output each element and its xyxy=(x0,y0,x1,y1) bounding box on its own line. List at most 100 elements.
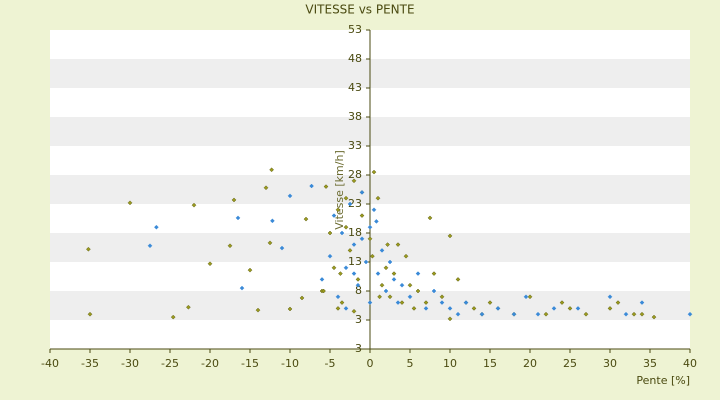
x-tick-label: 10 xyxy=(443,357,457,370)
y-tick-label: 28 xyxy=(348,168,362,181)
point xyxy=(343,195,349,201)
point xyxy=(339,300,345,305)
point xyxy=(287,193,293,199)
point xyxy=(463,300,469,305)
x-tick-label: -25 xyxy=(161,357,179,370)
point xyxy=(495,306,501,311)
point xyxy=(359,236,365,242)
x-tick-label: 5 xyxy=(407,357,414,370)
point xyxy=(279,245,285,251)
point xyxy=(351,178,357,184)
point xyxy=(423,306,429,311)
point xyxy=(239,285,245,291)
point xyxy=(583,311,589,317)
point xyxy=(231,197,237,203)
point xyxy=(387,294,393,300)
y-tick-label: 38 xyxy=(348,110,362,123)
chart-title: VITESSE vs PENTE xyxy=(305,3,414,17)
point xyxy=(127,200,133,206)
point xyxy=(403,253,409,259)
x-tick-label: 15 xyxy=(483,357,497,370)
point xyxy=(527,294,533,300)
y-tick-label: 33 xyxy=(348,139,362,152)
point xyxy=(343,224,349,230)
point xyxy=(391,271,397,276)
point xyxy=(359,190,365,195)
point xyxy=(559,300,565,305)
point xyxy=(375,195,381,201)
y-tick-label: 43 xyxy=(348,81,362,94)
point xyxy=(86,246,91,252)
y-tick-label: 8 xyxy=(355,284,362,297)
point xyxy=(407,294,413,300)
point xyxy=(639,311,645,317)
x-tick-label: -10 xyxy=(281,357,299,370)
point xyxy=(567,306,573,311)
y-tick-label: 23 xyxy=(348,197,362,210)
point xyxy=(411,306,417,311)
point xyxy=(687,311,693,317)
point xyxy=(191,202,197,208)
x-tick-label: 20 xyxy=(523,357,537,370)
point xyxy=(371,207,377,213)
point xyxy=(327,253,333,259)
point xyxy=(347,248,353,253)
point xyxy=(323,184,329,189)
point xyxy=(351,308,357,314)
point xyxy=(631,311,637,317)
point xyxy=(339,230,345,236)
point xyxy=(439,300,445,305)
y-tick-label: 48 xyxy=(348,52,362,65)
point xyxy=(379,248,385,253)
point xyxy=(387,259,393,265)
point xyxy=(331,265,337,271)
point xyxy=(423,300,429,305)
point xyxy=(607,294,613,300)
point xyxy=(383,288,389,294)
x-tick-label: -30 xyxy=(121,357,139,370)
point xyxy=(395,300,401,305)
point xyxy=(375,271,381,276)
point xyxy=(355,277,361,282)
point xyxy=(383,265,389,271)
x-tick-label: -35 xyxy=(81,357,99,370)
y-tick-label: 3 xyxy=(355,313,362,326)
point xyxy=(319,277,325,282)
x-tick-label: 0 xyxy=(367,357,374,370)
x-tick-label: 40 xyxy=(683,357,697,370)
point xyxy=(487,300,493,305)
point xyxy=(479,311,485,317)
point xyxy=(377,294,382,300)
point xyxy=(227,243,233,249)
x-axis-title: Pente [%] xyxy=(636,374,690,387)
point xyxy=(455,277,461,282)
point xyxy=(351,242,357,247)
point xyxy=(87,311,93,317)
x-tick-label: -40 xyxy=(41,357,59,370)
point xyxy=(447,233,453,239)
point xyxy=(351,271,357,276)
point xyxy=(575,306,581,311)
x-tick-label: 30 xyxy=(603,357,617,370)
point xyxy=(303,216,309,222)
point xyxy=(263,185,269,191)
point xyxy=(407,282,413,288)
point xyxy=(551,306,557,311)
point xyxy=(639,300,645,305)
point xyxy=(343,265,349,271)
point xyxy=(607,306,613,311)
point xyxy=(367,224,373,230)
point xyxy=(511,311,517,317)
point xyxy=(270,218,275,224)
point xyxy=(431,288,437,294)
point xyxy=(431,271,437,276)
point xyxy=(347,201,353,207)
point xyxy=(535,311,541,317)
point xyxy=(379,282,385,288)
point xyxy=(427,215,433,221)
point xyxy=(335,207,341,213)
point xyxy=(523,294,529,300)
y-tick-label: 18 xyxy=(348,226,362,239)
point xyxy=(543,311,549,317)
